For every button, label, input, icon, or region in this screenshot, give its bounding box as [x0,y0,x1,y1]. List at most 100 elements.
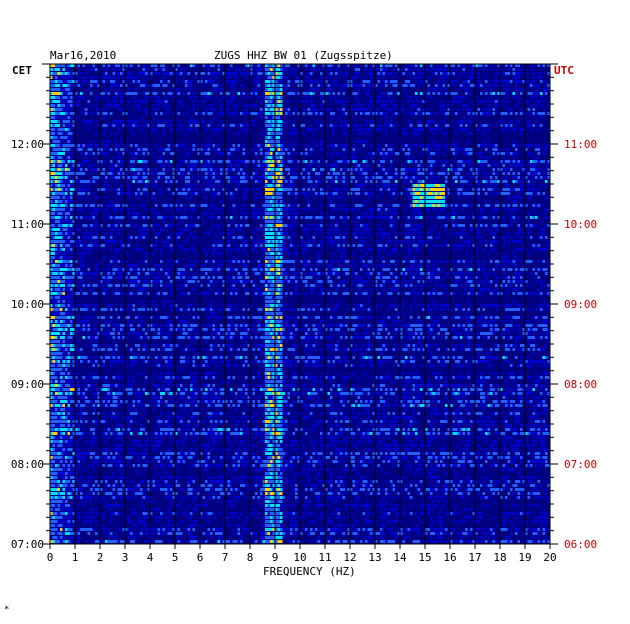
spectral-cell [470,132,473,135]
spectral-cell [92,140,95,143]
spectral-cell [222,236,225,239]
spectral-cell [167,268,170,271]
spectral-cell [427,120,430,123]
spectral-cell [137,148,140,151]
spectral-cell [502,164,505,167]
spectral-cell [365,224,368,227]
spectral-cell [265,124,268,127]
spectral-cell [62,80,65,83]
spectral-cell [270,168,273,171]
spectral-cell [200,264,203,267]
spectral-cell [260,112,263,115]
spectral-cell [60,204,63,207]
spectral-cell [270,228,273,231]
spectral-cell [272,140,275,143]
spectral-cell [405,208,408,211]
spectral-cell [70,112,73,115]
spectral-cell [167,160,170,163]
spectral-cell [422,108,425,111]
spectral-cell [172,180,175,183]
spectral-cell [362,188,365,191]
spectral-cell [407,68,410,71]
spectral-cell [290,188,293,191]
spectral-cell [57,76,60,79]
spectral-cell [60,104,63,107]
spectral-cell [85,224,88,227]
spectral-cell [535,104,538,107]
spectral-cell [357,168,360,171]
spectral-cell [360,204,363,207]
spectral-cell [445,112,448,115]
spectral-cell [185,228,188,231]
spectral-cell [312,224,315,227]
spectral-cell [52,224,55,227]
spectral-cell [155,240,158,243]
spectral-cell [57,164,60,167]
spectral-cell [217,72,220,75]
spectral-cell [520,188,523,191]
spectral-cell [177,228,180,231]
spectral-cell [152,196,155,199]
spectral-cell [437,192,440,195]
spectral-cell [507,84,510,87]
spectral-cell [250,228,253,231]
spectral-cell [200,72,203,75]
spectral-cell [372,176,375,179]
spectral-cell [480,164,483,167]
spectral-cell [52,144,55,147]
spectral-cell [177,100,180,103]
spectral-cell [95,236,98,239]
spectral-cell [162,72,165,75]
spectral-cell [55,252,58,255]
spectral-cell [515,232,518,235]
spectral-cell [60,136,63,139]
spectral-cell [232,144,235,147]
spectral-cell [272,256,275,259]
spectral-cell [407,80,410,83]
spectral-cell [252,88,255,91]
spectral-cell [235,164,238,167]
spectral-cell [450,184,453,187]
spectral-cell [270,172,273,175]
spectral-cell [275,132,278,135]
spectral-cell [52,176,55,179]
spectral-cell [395,188,398,191]
spectral-cell [325,192,328,195]
spectral-cell [320,144,323,147]
spectral-cell [367,72,370,75]
spectral-cell [102,64,105,67]
spectral-cell [302,108,305,111]
spectral-cell [145,180,148,183]
spectral-cell [445,180,448,183]
spectral-cell [382,248,385,251]
spectral-cell [530,164,533,167]
spectral-cell [185,248,188,251]
spectral-cell [190,224,193,227]
spectral-cell [420,112,423,115]
spectral-cell [510,164,513,167]
spectral-cell [92,176,95,179]
spectral-cell [197,152,200,155]
spectral-cell [252,240,255,243]
spectral-cell [205,168,208,171]
spectral-cell [280,208,283,211]
spectral-cell [482,128,485,131]
spectral-cell [307,236,310,239]
spectral-cell [287,172,290,175]
spectral-cell [180,168,183,171]
spectral-cell [420,144,423,147]
spectral-cell [477,152,480,155]
spectral-cell [355,140,358,143]
spectral-cell [412,240,415,243]
spectral-cell [345,144,348,147]
spectral-cell [112,104,115,107]
spectral-cell [515,180,518,183]
spectral-cell [342,124,345,127]
spectral-cell [260,164,263,167]
spectral-cell [400,248,403,251]
spectral-cell [72,124,75,127]
spectral-cell [307,200,310,203]
spectral-cell [235,216,238,219]
spectral-cell [142,124,145,127]
spectral-cell [162,92,165,95]
